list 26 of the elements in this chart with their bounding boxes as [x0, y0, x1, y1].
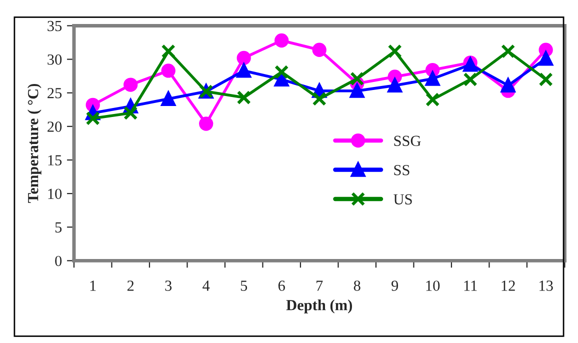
y-tick-label: 15 — [48, 155, 62, 166]
x-tick-label: 2 — [127, 280, 134, 291]
x-tick-label: 9 — [392, 280, 398, 291]
y-tick-label: 25 — [48, 88, 62, 98]
x-tick-label: 4 — [202, 280, 210, 291]
y-tick-label: 20 — [48, 122, 62, 132]
x-tick-label: 1 — [90, 280, 96, 291]
legend-label: SS — [394, 165, 410, 176]
x-tick-label: 3 — [165, 280, 172, 291]
x-tick-label: 7 — [316, 280, 323, 291]
y-tick-label: 5 — [55, 222, 62, 233]
y-tick-label: 30 — [48, 54, 62, 65]
x-tick-label: 6 — [278, 280, 285, 291]
x-tick-label: 12 — [502, 280, 515, 291]
x-tick-label: 10 — [426, 280, 440, 291]
y-axis-title: Temperature ( °C) — [27, 84, 42, 203]
legend-label: SSG — [394, 136, 421, 146]
y-tick-label: 35 — [48, 20, 62, 32]
x-tick-label: 13 — [540, 280, 553, 291]
y-tick-label: 0 — [55, 256, 62, 266]
legend-label: US — [394, 194, 412, 204]
x-tick-label: 8 — [354, 280, 360, 291]
x-axis-title: Depth (m) — [286, 300, 352, 314]
x-tick-label: 11 — [464, 280, 477, 291]
y-tick-label: 10 — [48, 188, 62, 199]
x-tick-label: 5 — [240, 280, 248, 291]
